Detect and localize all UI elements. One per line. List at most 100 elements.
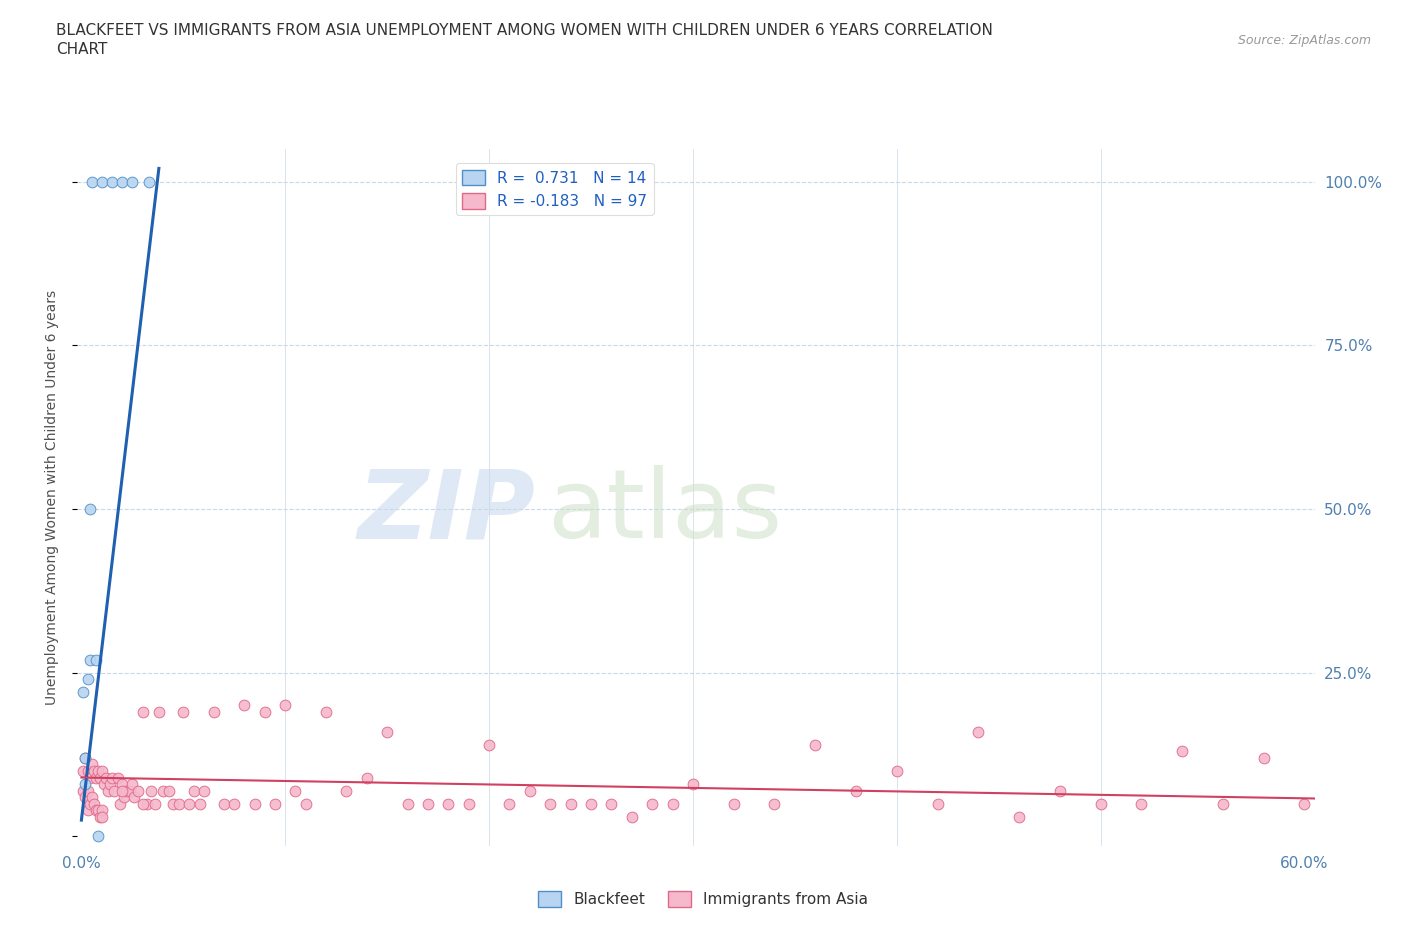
Point: [79, 770, 101, 785]
Point: [84, 770, 107, 785]
Point: [139, 783, 162, 798]
Point: [111, 777, 134, 791]
Point: [86, 803, 108, 817]
Point: [148, 705, 170, 720]
Point: [1008, 809, 1031, 824]
Point: [121, 777, 143, 791]
Point: [94, 770, 117, 785]
Point: [804, 737, 827, 752]
Point: [72, 685, 94, 700]
Point: [108, 796, 131, 811]
Point: [519, 783, 541, 798]
Point: [90, 809, 112, 824]
Point: [98, 777, 121, 791]
Point: [845, 783, 868, 798]
Point: [76, 783, 98, 798]
Point: [83, 796, 105, 811]
Point: [375, 724, 398, 739]
Point: [620, 809, 643, 824]
Text: ZIP: ZIP: [357, 465, 536, 558]
Point: [124, 790, 146, 804]
Point: [138, 174, 160, 189]
Point: [264, 796, 287, 811]
Point: [90, 803, 112, 817]
Point: [84, 652, 107, 667]
Point: [79, 652, 101, 667]
Point: [76, 803, 98, 817]
Point: [75, 751, 97, 765]
Point: [111, 174, 134, 189]
Point: [80, 790, 103, 804]
Text: atlas: atlas: [547, 465, 783, 558]
Point: [212, 796, 235, 811]
Legend: R =  0.731   N = 14, R = -0.183   N = 97: R = 0.731 N = 14, R = -0.183 N = 97: [456, 164, 654, 215]
Point: [112, 790, 135, 804]
Point: [121, 174, 143, 189]
Point: [111, 783, 134, 798]
Point: [79, 501, 101, 516]
Point: [89, 770, 111, 785]
Point: [115, 783, 138, 798]
Point: [356, 770, 378, 785]
Point: [437, 796, 460, 811]
Point: [107, 770, 129, 785]
Point: [80, 757, 103, 772]
Point: [294, 796, 316, 811]
Point: [75, 777, 97, 791]
Point: [80, 174, 103, 189]
Point: [157, 783, 180, 798]
Point: [1171, 744, 1194, 759]
Point: [131, 705, 153, 720]
Point: [72, 783, 94, 798]
Point: [188, 796, 211, 811]
Point: [682, 777, 704, 791]
Point: [538, 796, 561, 811]
Point: [75, 790, 97, 804]
Point: [75, 751, 97, 765]
Point: [86, 764, 108, 778]
Point: [1049, 783, 1071, 798]
Point: [135, 796, 157, 811]
Y-axis label: Unemployment Among Women with Children Under 6 years: Unemployment Among Women with Children U…: [45, 290, 59, 705]
Point: [202, 705, 225, 720]
Text: BLACKFEET VS IMMIGRANTS FROM ASIA UNEMPLOYMENT AMONG WOMEN WITH CHILDREN UNDER 6: BLACKFEET VS IMMIGRANTS FROM ASIA UNEMPL…: [56, 23, 993, 38]
Point: [661, 796, 683, 811]
Point: [243, 796, 266, 811]
Point: [478, 737, 501, 752]
Legend: Blackfeet, Immigrants from Asia: Blackfeet, Immigrants from Asia: [531, 884, 875, 913]
Point: [179, 796, 201, 811]
Point: [90, 764, 112, 778]
Point: [93, 777, 115, 791]
Point: [600, 796, 623, 811]
Point: [1212, 796, 1234, 811]
Point: [101, 770, 124, 785]
Point: [886, 764, 908, 778]
Point: [89, 809, 111, 824]
Point: [396, 796, 419, 811]
Point: [1090, 796, 1112, 811]
Point: [120, 783, 142, 798]
Point: [253, 705, 276, 720]
Point: [193, 783, 215, 798]
Point: [90, 174, 112, 189]
Point: [416, 796, 439, 811]
Text: CHART: CHART: [56, 42, 108, 57]
Point: [76, 764, 98, 778]
Point: [84, 803, 107, 817]
Point: [103, 783, 125, 798]
Point: [335, 783, 357, 798]
Point: [641, 796, 664, 811]
Point: [560, 796, 582, 811]
Point: [101, 174, 124, 189]
Point: [183, 783, 205, 798]
Point: [284, 783, 307, 798]
Point: [1253, 751, 1275, 765]
Point: [457, 796, 479, 811]
Point: [172, 705, 194, 720]
Point: [763, 796, 786, 811]
Point: [1294, 796, 1316, 811]
Point: [152, 783, 174, 798]
Point: [83, 764, 105, 778]
Point: [967, 724, 990, 739]
Point: [143, 796, 166, 811]
